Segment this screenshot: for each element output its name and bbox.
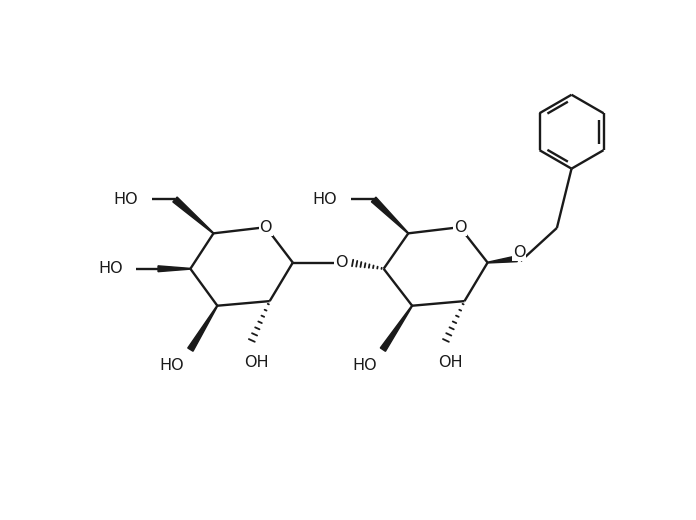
Text: O: O	[335, 255, 347, 270]
Text: O: O	[454, 219, 466, 235]
Text: HO: HO	[352, 358, 377, 372]
Text: HO: HO	[98, 261, 122, 276]
Polygon shape	[372, 197, 409, 233]
Text: HO: HO	[159, 358, 184, 372]
Text: OH: OH	[438, 355, 463, 370]
Text: O: O	[513, 245, 525, 260]
Polygon shape	[173, 197, 214, 233]
Polygon shape	[380, 306, 413, 352]
Polygon shape	[188, 306, 218, 351]
Text: HO: HO	[113, 192, 138, 207]
Text: O: O	[260, 219, 272, 235]
Polygon shape	[158, 266, 191, 271]
Text: HO: HO	[312, 192, 337, 207]
Text: OH: OH	[244, 355, 269, 370]
Polygon shape	[488, 256, 517, 263]
